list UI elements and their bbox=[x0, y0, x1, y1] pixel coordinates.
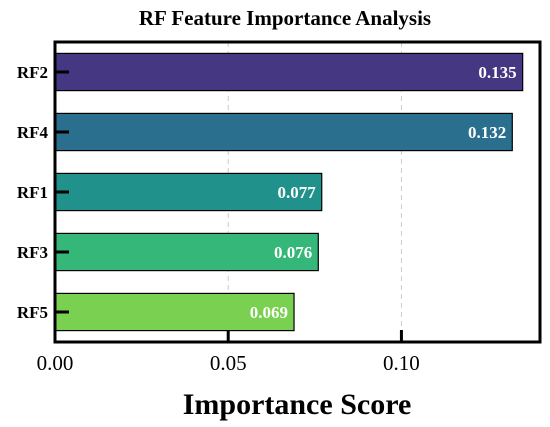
data-labels: 0.135 0.132 0.077 0.076 0.069 bbox=[250, 63, 517, 322]
bar-rf3 bbox=[54, 232, 319, 272]
y-tick-label-rf1: RF1 bbox=[17, 183, 48, 202]
data-label-rf4: 0.132 bbox=[468, 123, 506, 142]
y-tick-label-rf5: RF5 bbox=[17, 303, 48, 322]
y-axis: RF2 RF4 RF1 RF3 RF5 bbox=[17, 63, 69, 322]
x-tick-label: 0.10 bbox=[383, 351, 420, 375]
x-axis: 0.00 0.05 0.10 bbox=[37, 330, 420, 375]
data-label-rf5: 0.069 bbox=[250, 303, 288, 322]
chart-title: RF Feature Importance Analysis bbox=[139, 6, 431, 30]
y-tick-label-rf2: RF2 bbox=[17, 63, 48, 82]
x-axis-label: Importance Score bbox=[183, 388, 412, 421]
data-label-rf3: 0.076 bbox=[274, 243, 312, 262]
data-label-rf1: 0.077 bbox=[278, 183, 317, 202]
y-tick-label-rf4: RF4 bbox=[17, 123, 49, 142]
x-tick-label: 0.05 bbox=[210, 351, 247, 375]
grid-lines bbox=[227, 42, 402, 342]
bar-rf2 bbox=[54, 52, 524, 92]
bar-rf4 bbox=[54, 112, 513, 152]
bar-rf5 bbox=[54, 292, 295, 332]
data-label-rf2: 0.135 bbox=[478, 63, 516, 82]
plot-frame bbox=[53, 40, 542, 344]
y-tick-label-rf3: RF3 bbox=[17, 243, 48, 262]
x-tick-label: 0.00 bbox=[37, 351, 74, 375]
